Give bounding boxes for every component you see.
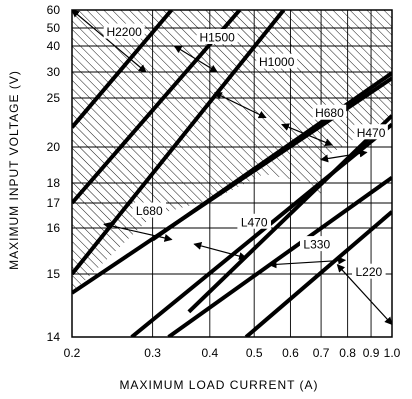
series-arrow-h1000 xyxy=(213,92,267,119)
series-label-bg xyxy=(354,124,388,140)
y-tick-label: 40 xyxy=(47,39,61,53)
series-label-bg xyxy=(237,213,271,229)
series-arrow-h1500 xyxy=(173,45,218,73)
x-tick-label: 0.8 xyxy=(339,346,356,360)
y-tick-label: 15 xyxy=(47,267,61,281)
plot-frame xyxy=(71,9,393,338)
x-tick-label: 0.7 xyxy=(313,346,330,360)
y-tick-label: 30 xyxy=(47,65,61,79)
x-tick-label: 0.2 xyxy=(64,346,81,360)
x-tick-labels: 0.2 0.3 0.4 0.5 0.6 0.7 0.8 0.9 1.0 xyxy=(64,346,401,360)
series-label-bg xyxy=(196,29,238,44)
series-label-h470: H470 xyxy=(357,126,386,140)
y-tick-label: 20 xyxy=(47,140,61,154)
series-label-h2200: H2200 xyxy=(106,25,142,39)
series-labels: H2200 H1500 H1000 H680 H470 L680 L470 L330 L220 xyxy=(103,23,388,279)
series-label-l220: L220 xyxy=(355,265,382,279)
x-tick-label: 0.4 xyxy=(201,346,218,360)
x-tick-label: 1.0 xyxy=(384,346,401,360)
hatched-region xyxy=(72,10,392,293)
series-label-bg xyxy=(103,23,145,39)
series-arrow-l470 xyxy=(193,242,248,260)
y-tick-label: 18 xyxy=(47,176,61,190)
y-tick-label: 17 xyxy=(47,196,61,210)
series-label-l680: L680 xyxy=(136,204,163,218)
series-label-bg xyxy=(256,53,298,69)
series-label-l470: L470 xyxy=(241,215,268,229)
series-label-l330: L330 xyxy=(303,238,330,252)
series-label-bg xyxy=(312,104,347,120)
series-arrows xyxy=(71,9,393,326)
series-line-l220 xyxy=(244,210,392,337)
series-label-bg xyxy=(132,202,167,218)
hatched-area xyxy=(72,10,392,293)
series-arrow-l330 xyxy=(268,256,347,269)
series-line-h470 xyxy=(187,114,392,314)
series-label-h1500: H1500 xyxy=(199,31,235,45)
y-tick-label: 16 xyxy=(47,221,61,235)
series-arrow-h2200 xyxy=(71,9,147,73)
series-arrow-h470 xyxy=(320,149,368,163)
series-arrow-h680 xyxy=(281,123,334,147)
y-tick-label: 60 xyxy=(47,3,61,17)
y-tick-label: 14 xyxy=(47,330,61,344)
x-tick-label: 0.3 xyxy=(144,346,161,360)
y-axis-label: MAXIMUM INPUT VOLTAGE (V) xyxy=(7,70,21,270)
series-arrow-l680 xyxy=(103,221,173,242)
y-tick-labels: 14 15 16 17 18 20 25 30 40 50 60 xyxy=(47,3,61,344)
series-arrow-l220 xyxy=(336,264,393,326)
series-label-h1000: H1000 xyxy=(259,55,295,69)
x-tick-label: 0.6 xyxy=(282,346,299,360)
series-label-bg xyxy=(352,263,386,279)
x-tick-label: 0.5 xyxy=(246,346,263,360)
series-label-h680: H680 xyxy=(315,106,344,120)
y-tick-label: 50 xyxy=(47,21,61,35)
y-tick-label: 25 xyxy=(47,91,61,105)
series-label-bg xyxy=(299,236,334,252)
x-tick-label: 0.9 xyxy=(363,346,380,360)
plot-border xyxy=(71,9,393,338)
x-axis-label: MAXIMUM LOAD CURRENT (A) xyxy=(119,378,318,392)
